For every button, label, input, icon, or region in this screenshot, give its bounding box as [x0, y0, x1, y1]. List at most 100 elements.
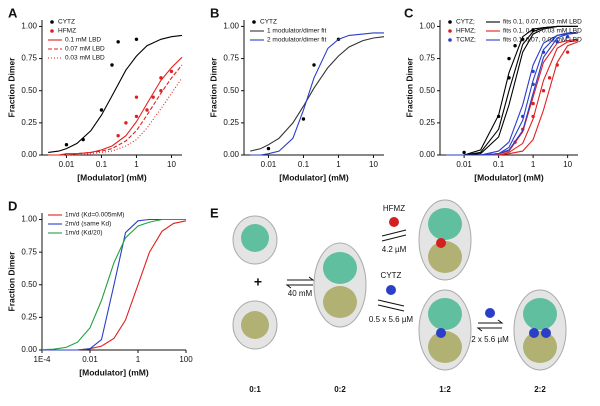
x-axis-label: [Modulator] (mM): [79, 367, 149, 377]
panel-label: C: [404, 5, 414, 20]
data-point: [116, 134, 120, 138]
panel-label: A: [8, 5, 18, 20]
data-point: [134, 37, 139, 41]
data-point: [169, 69, 174, 74]
x-axis-label: [Modulator] (mM): [474, 172, 544, 182]
x-axis-label: [Modulator] (mM): [77, 172, 147, 182]
data-point: [541, 89, 546, 93]
y-tick-label: 0.75: [21, 54, 37, 63]
x-axis-label: [Modulator] (mM): [279, 172, 349, 182]
x-tick-label: 0.1: [96, 160, 108, 169]
data-point: [266, 146, 271, 151]
legend-label: fits 0.1, 0.07, 0.03 mM LBD: [503, 28, 582, 35]
data-point: [531, 101, 535, 106]
y-tick-label: 0.75: [223, 54, 239, 63]
data-point: [64, 143, 69, 147]
fit-line: [48, 56, 183, 156]
legend-label: 0.1 mM LBD: [65, 37, 101, 44]
fit-line: [250, 36, 385, 152]
y-tick-label: 1.00: [21, 215, 37, 224]
protein-domain: [428, 208, 462, 240]
state-label: 2:2: [534, 385, 546, 394]
y-tick-label: 0.75: [21, 247, 37, 256]
data-point: [531, 69, 535, 74]
rate-label: 4.2 µM: [382, 245, 407, 254]
legend-label: CYTZ: [58, 19, 75, 26]
y-tick-label: 0.25: [419, 118, 435, 127]
data-point: [565, 50, 570, 54]
legend-label: CYTZ: [260, 19, 277, 26]
y-tick-label: 0.25: [223, 118, 239, 127]
protein-domain: [523, 298, 557, 330]
plus: +: [254, 274, 262, 290]
fit-line: [446, 25, 578, 156]
chart-panel: B 0.00 0.25 0.50 0.75 1.00 0.01 0.1 1 10 [Modulato…: [208, 5, 385, 182]
y-tick-label: 0.75: [419, 54, 435, 63]
data-point: [151, 95, 155, 99]
protein-domain: [323, 286, 357, 318]
fit-line: [41, 218, 186, 351]
y-tick-label: 1.00: [223, 22, 239, 31]
legend-label: CYTZ;: [456, 19, 475, 26]
x-tick-label: 1: [136, 355, 141, 364]
data-point: [99, 108, 104, 112]
x-tick-label: 10: [563, 160, 572, 169]
data-point: [134, 114, 139, 119]
data-point: [116, 40, 120, 44]
legend-label: 1m/d (Kd=0.005mM): [65, 212, 124, 219]
fit-line: [446, 40, 579, 156]
y-tick-label: 1.00: [21, 22, 37, 31]
y-tick-label: 0.00: [419, 150, 435, 159]
y-axis-label: Fraction Dimer: [208, 57, 218, 118]
chart-panel: D 0.00 0.25 0.50 0.75 1.00 1E-4 0.01 1 100 [Modula…: [6, 198, 193, 377]
data-point: [312, 63, 316, 67]
legend-label: 0.03 mM LBD: [65, 55, 105, 62]
x-tick-label: 100: [179, 355, 193, 364]
x-tick-label: 1: [336, 160, 341, 169]
y-tick-label: 0.50: [419, 86, 435, 95]
protein-domain: [428, 298, 462, 330]
y-tick-label: 0.00: [223, 150, 239, 159]
y-tick-label: 0.00: [21, 150, 37, 159]
legend-symbol: [50, 20, 54, 24]
legend-label: fits 0.1, 0.07, 0.03 mM LBD: [503, 19, 582, 26]
fit-line: [250, 32, 384, 156]
y-tick-label: 0.50: [21, 86, 37, 95]
ligand: [386, 285, 396, 295]
chart-panel: A 0.00 0.25 0.50 0.75 1.00 0.01 0.1 1 10 [Modulato…: [6, 5, 183, 182]
x-tick-label: 0.01: [59, 160, 75, 169]
rate-label: 40 mM: [288, 289, 313, 298]
legend-label: TCMZ;: [456, 37, 476, 44]
ligand: [436, 238, 446, 248]
protein-domain: [428, 241, 462, 273]
y-tick-label: 0.25: [21, 312, 37, 321]
fit-line: [446, 25, 578, 156]
data-point: [513, 44, 517, 48]
data-point: [565, 35, 570, 39]
x-tick-label: 1: [134, 160, 139, 169]
rate-label: 2 x 5.6 µM: [471, 335, 509, 344]
ligand-label: CYTZ: [381, 271, 402, 280]
ligand: [541, 328, 551, 338]
data-point: [110, 63, 114, 67]
rate-label: 0.5 x 5.6 µM: [369, 315, 414, 324]
legend-label: 1 modulator/dimer fit: [267, 28, 326, 35]
legend-label: 2 modulator/dimer fit: [267, 37, 326, 44]
protein-domain: [323, 252, 357, 284]
x-tick-label: 10: [369, 160, 378, 169]
equilibrium-arrows: [285, 229, 504, 332]
protein-domain: [428, 331, 462, 363]
legend-symbol: [252, 20, 256, 24]
chart-panel: C 0.00 0.25 0.50 0.75 1.00 0.01 0.1 1 10 [Modulato…: [404, 5, 582, 182]
y-tick-label: 1.00: [419, 22, 435, 31]
fit-line: [446, 38, 579, 156]
legend-symbol: [50, 29, 54, 33]
x-tick-label: 10: [167, 160, 176, 169]
y-tick-label: 0.50: [21, 280, 37, 289]
data-point: [555, 40, 559, 44]
data-point: [547, 76, 552, 80]
y-tick-label: 0.25: [21, 118, 37, 127]
data-point: [507, 56, 511, 61]
y-axis-label: Fraction Dimer: [404, 57, 414, 118]
